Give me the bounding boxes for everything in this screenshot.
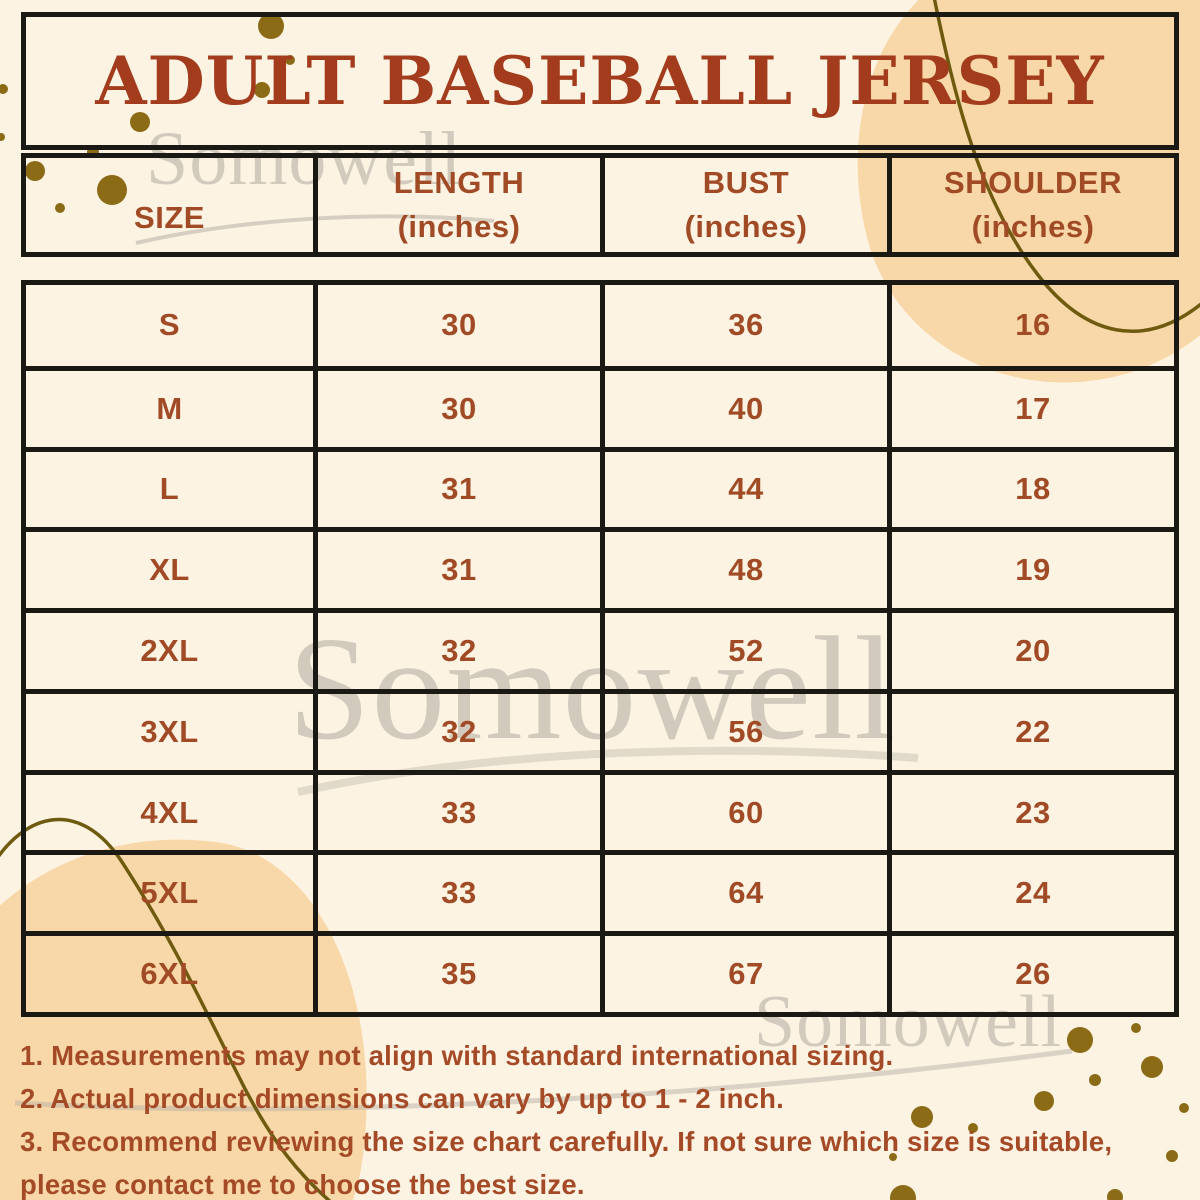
cell-length: 32 <box>313 693 600 770</box>
table-row: 4XL 33 60 23 <box>26 769 1174 851</box>
table-row: M 30 40 17 <box>26 365 1174 447</box>
cell-length: 33 <box>313 855 600 932</box>
table-row: 2XL 32 52 20 <box>26 608 1174 689</box>
cell-shoulder: 18 <box>887 451 1174 528</box>
header-sublabel: (inches) <box>397 209 521 244</box>
header-sublabel: (inches) <box>684 209 808 244</box>
cell-shoulder: 16 <box>887 285 1174 366</box>
cell-bust: 36 <box>600 285 887 366</box>
cell-bust: 67 <box>600 936 887 1012</box>
cell-length: 31 <box>313 451 600 528</box>
cell-length: 32 <box>313 613 600 689</box>
table-row: S 30 36 16 <box>26 285 1174 366</box>
size-table-body: S 30 36 16 M 30 40 17 L 31 44 18 XL 31 4… <box>21 280 1179 1017</box>
cell-size: 6XL <box>140 956 199 992</box>
cell-size: 2XL <box>140 632 199 668</box>
header-shoulder: SHOULDER (inches) <box>887 158 1174 252</box>
note-3: 3. Recommend reviewing the size chart ca… <box>20 1126 1113 1200</box>
table-row: L 31 44 18 <box>26 446 1174 528</box>
header-label: LENGTH <box>393 165 525 200</box>
header-bust: BUST (inches) <box>600 158 887 252</box>
curve-bottom-left <box>0 817 332 1200</box>
table-header-row: SIZE LENGTH (inches) BUST (inches) SHOUL… <box>21 153 1179 257</box>
cell-bust: 64 <box>600 855 887 932</box>
header-length: LENGTH (inches) <box>313 158 600 252</box>
cell-shoulder: 17 <box>887 370 1174 447</box>
cell-size: XL <box>149 552 190 588</box>
cell-shoulder: 20 <box>887 613 1174 689</box>
cell-size: 3XL <box>140 713 199 749</box>
footer-notes: 1. Measurements may not align with stand… <box>20 1034 1200 1200</box>
table-row: 6XL 35 67 26 <box>26 931 1174 1012</box>
cell-shoulder: 19 <box>887 532 1174 609</box>
header-label: SIZE <box>134 200 205 235</box>
cell-shoulder: 26 <box>887 936 1174 1012</box>
cell-size: L <box>159 471 180 507</box>
header-size: SIZE <box>26 158 313 252</box>
paint-dots <box>0 13 1189 1200</box>
cell-bust: 48 <box>600 532 887 609</box>
cell-bust: 56 <box>600 693 887 770</box>
cell-length: 35 <box>313 936 600 1012</box>
header-label: SHOULDER <box>944 165 1122 200</box>
cell-bust: 44 <box>600 451 887 528</box>
cell-shoulder: 24 <box>887 855 1174 932</box>
cell-bust: 52 <box>600 613 887 689</box>
curve-top-right <box>932 0 1200 333</box>
cell-size: 4XL <box>140 794 199 830</box>
cell-shoulder: 23 <box>887 774 1174 851</box>
header-label: BUST <box>702 165 790 200</box>
table-row: XL 31 48 19 <box>26 527 1174 609</box>
cell-length: 31 <box>313 532 600 609</box>
watermark-bottom-right: Somowell <box>754 981 1063 1063</box>
table-row: 3XL 32 56 22 <box>26 688 1174 770</box>
cell-length: 30 <box>313 370 600 447</box>
cell-size: M <box>156 390 183 426</box>
watermark-swoosh-middle <box>297 746 919 796</box>
cell-length: 33 <box>313 774 600 851</box>
page-title: ADULT BASEBALL JERSEY <box>95 42 1105 120</box>
cell-size: S <box>158 307 181 343</box>
table-row: 5XL 33 64 24 <box>26 850 1174 932</box>
header-sublabel: (inches) <box>971 209 1095 244</box>
cell-shoulder: 22 <box>887 693 1174 770</box>
watermark-top: Somowell <box>146 117 463 201</box>
note-1: 1. Measurements may not align with stand… <box>20 1040 894 1071</box>
title-box: ADULT BASEBALL JERSEY <box>21 12 1179 150</box>
cell-bust: 40 <box>600 370 887 447</box>
cell-bust: 60 <box>600 774 887 851</box>
cell-length: 30 <box>313 285 600 366</box>
cell-size: 5XL <box>140 875 199 911</box>
watermark-swoosh-bottom <box>14 1048 1073 1112</box>
note-2: 2. Actual product dimensions can vary by… <box>20 1083 784 1114</box>
